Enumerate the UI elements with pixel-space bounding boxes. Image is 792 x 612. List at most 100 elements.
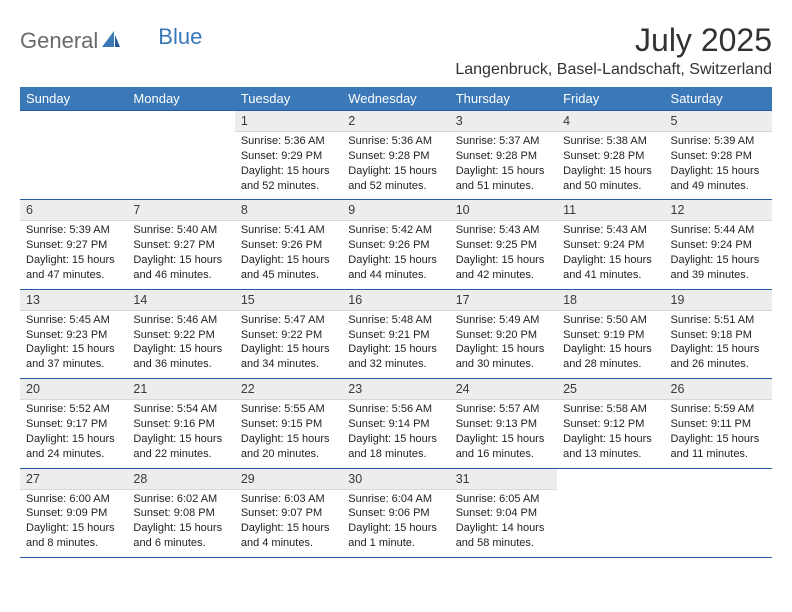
day-info-cell: Sunrise: 5:43 AMSunset: 9:25 PMDaylight:… — [450, 221, 557, 289]
sunset-text: Sunset: 9:22 PM — [133, 328, 228, 343]
daylight-text: Daylight: 15 hours and 26 minutes. — [671, 342, 766, 372]
daylight-text: Daylight: 15 hours and 46 minutes. — [133, 253, 228, 283]
daylight-text: Daylight: 15 hours and 8 minutes. — [26, 521, 121, 551]
sunset-text: Sunset: 9:24 PM — [671, 238, 766, 253]
sunrise-text: Sunrise: 5:49 AM — [456, 313, 551, 328]
day-info-cell: Sunrise: 5:45 AMSunset: 9:23 PMDaylight:… — [20, 310, 127, 378]
header: General Blue July 2025 Langenbruck, Base… — [20, 22, 772, 79]
day-info-row: Sunrise: 5:39 AMSunset: 9:27 PMDaylight:… — [20, 221, 772, 289]
day-number-cell: 3 — [450, 111, 557, 132]
sunrise-text: Sunrise: 5:57 AM — [456, 402, 551, 417]
sunrise-text: Sunrise: 5:56 AM — [348, 402, 443, 417]
day-number-cell: 9 — [342, 200, 449, 221]
sunrise-text: Sunrise: 5:52 AM — [26, 402, 121, 417]
day-info-cell: Sunrise: 5:39 AMSunset: 9:27 PMDaylight:… — [20, 221, 127, 289]
sunrise-text: Sunrise: 5:43 AM — [563, 223, 658, 238]
sunset-text: Sunset: 9:08 PM — [133, 506, 228, 521]
day-number-row: 6789101112 — [20, 200, 772, 221]
logo-sail-icon — [100, 29, 122, 54]
sunset-text: Sunset: 9:04 PM — [456, 506, 551, 521]
daylight-text: Daylight: 15 hours and 32 minutes. — [348, 342, 443, 372]
sunset-text: Sunset: 9:28 PM — [348, 149, 443, 164]
daylight-text: Daylight: 15 hours and 52 minutes. — [241, 164, 336, 194]
location-text: Langenbruck, Basel-Landschaft, Switzerla… — [455, 61, 772, 79]
sunset-text: Sunset: 9:16 PM — [133, 417, 228, 432]
calendar-table: SundayMondayTuesdayWednesdayThursdayFrid… — [20, 87, 772, 558]
sunrise-text: Sunrise: 5:50 AM — [563, 313, 658, 328]
day-info-cell: Sunrise: 5:46 AMSunset: 9:22 PMDaylight:… — [127, 310, 234, 378]
day-info-cell: Sunrise: 6:03 AMSunset: 9:07 PMDaylight:… — [235, 489, 342, 557]
day-header: Tuesday — [235, 87, 342, 111]
sunset-text: Sunset: 9:12 PM — [563, 417, 658, 432]
daylight-text: Daylight: 15 hours and 45 minutes. — [241, 253, 336, 283]
daylight-text: Daylight: 15 hours and 28 minutes. — [563, 342, 658, 372]
sunrise-text: Sunrise: 5:40 AM — [133, 223, 228, 238]
day-number-cell: 13 — [20, 289, 127, 310]
day-info-cell: Sunrise: 5:42 AMSunset: 9:26 PMDaylight:… — [342, 221, 449, 289]
daylight-text: Daylight: 15 hours and 4 minutes. — [241, 521, 336, 551]
sunset-text: Sunset: 9:17 PM — [26, 417, 121, 432]
sunset-text: Sunset: 9:07 PM — [241, 506, 336, 521]
sunset-text: Sunset: 9:24 PM — [563, 238, 658, 253]
sunrise-text: Sunrise: 5:41 AM — [241, 223, 336, 238]
day-number-row: 13141516171819 — [20, 289, 772, 310]
day-info-cell: Sunrise: 5:41 AMSunset: 9:26 PMDaylight:… — [235, 221, 342, 289]
daylight-text: Daylight: 15 hours and 16 minutes. — [456, 432, 551, 462]
sunrise-text: Sunrise: 6:00 AM — [26, 492, 121, 507]
sunrise-text: Sunrise: 5:45 AM — [26, 313, 121, 328]
sunrise-text: Sunrise: 5:44 AM — [671, 223, 766, 238]
sunrise-text: Sunrise: 5:43 AM — [456, 223, 551, 238]
sunrise-text: Sunrise: 5:36 AM — [241, 134, 336, 149]
sunset-text: Sunset: 9:25 PM — [456, 238, 551, 253]
day-number-cell — [665, 468, 772, 489]
day-info-cell: Sunrise: 6:05 AMSunset: 9:04 PMDaylight:… — [450, 489, 557, 557]
sunrise-text: Sunrise: 5:58 AM — [563, 402, 658, 417]
day-number-cell: 31 — [450, 468, 557, 489]
sunset-text: Sunset: 9:14 PM — [348, 417, 443, 432]
day-number-cell: 5 — [665, 111, 772, 132]
day-info-cell: Sunrise: 5:56 AMSunset: 9:14 PMDaylight:… — [342, 400, 449, 468]
sunset-text: Sunset: 9:15 PM — [241, 417, 336, 432]
day-number-row: 20212223242526 — [20, 379, 772, 400]
sunrise-text: Sunrise: 5:36 AM — [348, 134, 443, 149]
day-number-cell: 26 — [665, 379, 772, 400]
title-block: July 2025 Langenbruck, Basel-Landschaft,… — [455, 22, 772, 79]
sunrise-text: Sunrise: 5:48 AM — [348, 313, 443, 328]
day-header: Saturday — [665, 87, 772, 111]
sunset-text: Sunset: 9:18 PM — [671, 328, 766, 343]
day-info-row: Sunrise: 5:52 AMSunset: 9:17 PM Daylight:… — [20, 400, 772, 468]
day-header: Thursday — [450, 87, 557, 111]
day-info-cell: Sunrise: 5:59 AMSunset: 9:11 PMDaylight:… — [665, 400, 772, 468]
day-number-cell — [20, 111, 127, 132]
sunset-text: Sunset: 9:21 PM — [348, 328, 443, 343]
sunset-text: Sunset: 9:11 PM — [671, 417, 766, 432]
sunrise-text: Sunrise: 5:39 AM — [671, 134, 766, 149]
sunset-text: Sunset: 9:27 PM — [133, 238, 228, 253]
sunset-text: Sunset: 9:26 PM — [348, 238, 443, 253]
day-info-cell: Sunrise: 5:57 AMSunset: 9:13 PMDaylight:… — [450, 400, 557, 468]
daylight-text: Daylight: 15 hours and 51 minutes. — [456, 164, 551, 194]
day-info-cell: Sunrise: 5:39 AMSunset: 9:28 PMDaylight:… — [665, 132, 772, 200]
sunrise-text: Sunrise: 5:42 AM — [348, 223, 443, 238]
day-number-cell: 19 — [665, 289, 772, 310]
day-number-cell — [127, 111, 234, 132]
daylight-text: Daylight: 15 hours and 39 minutes. — [671, 253, 766, 283]
sunrise-text: Sunrise: 6:05 AM — [456, 492, 551, 507]
day-number-cell: 27 — [20, 468, 127, 489]
day-info-row: Sunrise: 5:36 AMSunset: 9:29 PMDaylight:… — [20, 132, 772, 200]
day-info-cell: Sunrise: 5:49 AMSunset: 9:20 PMDaylight:… — [450, 310, 557, 378]
sunrise-text: Sunrise: 6:02 AM — [133, 492, 228, 507]
sunset-text: Sunset: 9:20 PM — [456, 328, 551, 343]
daylight-text: Daylight: 15 hours and 44 minutes. — [348, 253, 443, 283]
sunset-text: Sunset: 9:28 PM — [671, 149, 766, 164]
day-header: Monday — [127, 87, 234, 111]
day-number-cell: 29 — [235, 468, 342, 489]
sunset-text: Sunset: 9:26 PM — [241, 238, 336, 253]
calendar-page: General Blue July 2025 Langenbruck, Base… — [0, 0, 792, 568]
logo-text-general: General — [20, 28, 98, 54]
day-number-cell: 22 — [235, 379, 342, 400]
day-info-cell: Sunrise: 6:02 AMSunset: 9:08 PMDaylight:… — [127, 489, 234, 557]
day-number-cell: 11 — [557, 200, 664, 221]
day-info-cell: Sunrise: 5:55 AMSunset: 9:15 PMDaylight:… — [235, 400, 342, 468]
page-title: July 2025 — [455, 22, 772, 59]
